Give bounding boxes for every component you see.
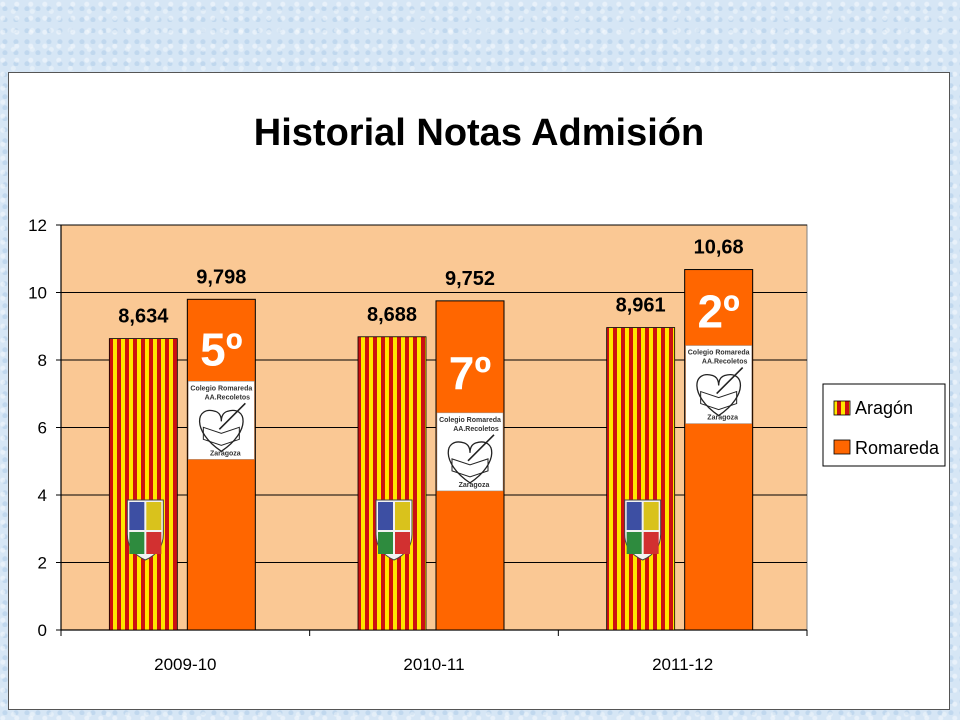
x-tick-label: 2010-11 <box>403 655 464 674</box>
legend: Aragón Romareda <box>822 383 946 467</box>
book-icon <box>700 390 738 411</box>
legend-label-aragon: Aragón <box>855 398 913 418</box>
coat-of-arms-quarter <box>378 532 393 554</box>
bar-aragon <box>606 327 676 631</box>
school-logo-city: Zaragoza <box>459 482 490 489</box>
data-label-romareda: 10,68 <box>694 237 744 259</box>
school-logo-city: Zaragoza <box>707 415 738 422</box>
school-logo-subtitle: AA.Recoletos <box>453 426 499 433</box>
book-icon <box>451 458 489 478</box>
pen-icon <box>716 366 744 395</box>
data-label-aragon: 8,688 <box>367 304 417 326</box>
school-logo-name: Colegio Romareda <box>439 417 501 424</box>
pen-icon <box>467 434 495 462</box>
chart-frame: Historial Notas Admisión 0 2 4 6 8 10 12 2009-1… <box>8 72 950 710</box>
legend-swatch-romareda <box>833 439 851 455</box>
chart: Historial Notas Admisión 0 2 4 6 8 10 12 2009-1… <box>28 112 946 674</box>
coat-of-arms-quarter <box>129 502 145 530</box>
rank-label: 7º <box>449 347 492 399</box>
y-tick-label: 4 <box>38 486 47 505</box>
coat-of-arms-quarter <box>378 502 393 530</box>
y-tick-label: 12 <box>28 216 47 235</box>
data-label-romareda: 9,752 <box>445 268 495 290</box>
book-icon <box>202 426 240 446</box>
legend-label-romareda: Romareda <box>855 438 940 458</box>
bar-aragon <box>108 338 178 631</box>
school-logo-city: Zaragoza <box>210 450 241 457</box>
y-tick-label: 6 <box>38 419 47 438</box>
bar-aragon <box>357 336 427 631</box>
y-tick-label: 8 <box>38 351 47 370</box>
x-tick-label: 2011-12 <box>652 655 713 674</box>
data-label-romareda: 9,798 <box>196 266 246 288</box>
coat-of-arms-quarter <box>395 502 410 530</box>
coat-of-arms-quarter <box>146 532 162 554</box>
coat-of-arms-quarter <box>626 502 642 530</box>
data-label-aragon: 8,961 <box>616 295 666 317</box>
coat-of-arms-quarter <box>626 532 642 554</box>
heart-icon <box>447 441 493 484</box>
pen-icon <box>218 402 246 430</box>
x-tick-label: 2009-10 <box>154 655 216 674</box>
legend-swatch-aragon <box>833 400 851 416</box>
school-logo-subtitle: AA.Recoletos <box>702 359 748 366</box>
coat-of-arms-quarter <box>643 502 659 530</box>
bar-romareda <box>186 298 256 631</box>
data-label-aragon: 8,634 <box>118 306 169 328</box>
coat-of-arms-quarter <box>129 532 145 554</box>
heart-icon <box>696 374 742 417</box>
y-tick-label: 0 <box>38 621 47 640</box>
school-logo-name: Colegio Romareda <box>688 350 750 357</box>
school-logo-name: Colegio Romareda <box>190 385 252 392</box>
school-logo-subtitle: AA.Recoletos <box>205 394 251 401</box>
coat-of-arms-quarter <box>146 502 162 530</box>
coat-of-arms-quarter <box>395 532 410 554</box>
bar-romareda <box>684 269 754 631</box>
rank-label: 2º <box>697 286 740 338</box>
y-tick-label: 2 <box>38 554 47 573</box>
coat-of-arms-quarter <box>643 532 659 554</box>
chart-title: Historial Notas Admisión <box>254 112 704 154</box>
rank-label: 5º <box>200 323 243 375</box>
y-tick-label: 10 <box>28 284 47 303</box>
